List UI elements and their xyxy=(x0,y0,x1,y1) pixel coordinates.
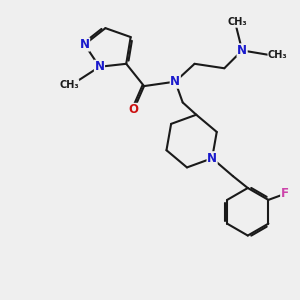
Text: N: N xyxy=(207,152,217,165)
Text: N: N xyxy=(237,44,247,57)
Text: N: N xyxy=(80,38,90,51)
Text: CH₃: CH₃ xyxy=(268,50,288,60)
Text: N: N xyxy=(170,75,180,88)
Text: N: N xyxy=(94,60,104,73)
Text: F: F xyxy=(281,188,289,200)
Text: CH₃: CH₃ xyxy=(59,80,79,90)
Text: CH₃: CH₃ xyxy=(228,17,248,27)
Text: O: O xyxy=(129,103,139,116)
